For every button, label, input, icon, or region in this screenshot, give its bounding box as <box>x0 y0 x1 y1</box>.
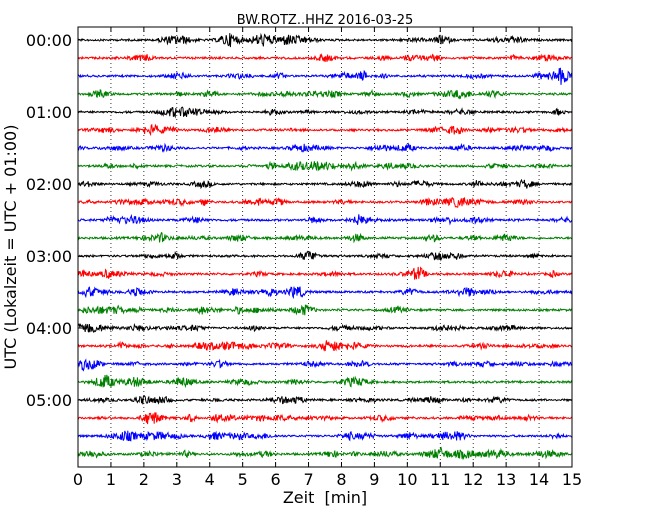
trace-line <box>77 123 573 137</box>
x-tick-label: 1 <box>106 470 116 489</box>
x-axis-ticks: 0 1 2 3 4 5 6 7 8 9 10 11 12 13 14 15 <box>73 27 582 489</box>
y-tick-label: 02:00 <box>26 175 72 194</box>
trace-line <box>77 160 573 172</box>
trace-line <box>77 32 573 48</box>
x-tick-label: 15 <box>562 470 582 489</box>
trace-line <box>77 323 573 333</box>
x-tick-label: 9 <box>369 470 379 489</box>
trace-series <box>77 32 573 461</box>
x-tick-label: 6 <box>271 470 281 489</box>
x-tick-label: 14 <box>529 470 549 489</box>
trace-line <box>77 446 572 461</box>
trace-line <box>77 266 573 280</box>
y-tick-label: 00:00 <box>26 31 72 50</box>
x-tick-label: 5 <box>238 470 248 489</box>
y-tick-label: 01:00 <box>26 103 72 122</box>
y-axis-ticks: 00:00 01:00 02:00 03:00 04:00 05:00 <box>26 31 572 410</box>
x-tick-label: 12 <box>463 470 483 489</box>
trace-line <box>77 142 572 153</box>
x-tick-label: 10 <box>397 470 417 489</box>
trace-line <box>77 358 573 372</box>
plot-frame <box>77 26 573 468</box>
chart-title: BW.ROTZ..HHZ 2016-03-25 <box>237 13 413 28</box>
trace-line <box>77 178 573 190</box>
trace-line <box>77 67 573 85</box>
x-tick-label: 3 <box>172 470 182 489</box>
trace-line <box>77 52 572 62</box>
grid-lines <box>110 27 540 467</box>
trace-line <box>77 340 573 352</box>
trace-line <box>77 286 573 300</box>
y-tick-label: 04:00 <box>26 319 72 338</box>
trace-line <box>77 374 573 389</box>
x-tick-label: 0 <box>73 470 83 489</box>
trace-line <box>77 250 572 262</box>
trace-line <box>77 231 573 244</box>
trace-line <box>77 304 573 316</box>
x-tick-label: 7 <box>303 470 313 489</box>
x-tick-label: 4 <box>205 470 215 489</box>
x-axis-label: Zeit [min] <box>283 488 367 507</box>
trace-line <box>77 197 572 208</box>
x-tick-label: 11 <box>430 470 450 489</box>
x-tick-label: 8 <box>336 470 346 489</box>
trace-line <box>77 430 573 442</box>
trace-line <box>77 412 573 425</box>
trace-line <box>77 106 573 119</box>
x-tick-label: 2 <box>139 470 149 489</box>
trace-line <box>77 88 572 100</box>
trace-line <box>77 213 573 226</box>
x-tick-label: 13 <box>496 470 516 489</box>
y-tick-label: 05:00 <box>26 391 72 410</box>
trace-line <box>77 395 573 405</box>
y-axis-label: UTC (Lokalzeit = UTC + 01:00) <box>1 125 20 370</box>
y-tick-label: 03:00 <box>26 247 72 266</box>
